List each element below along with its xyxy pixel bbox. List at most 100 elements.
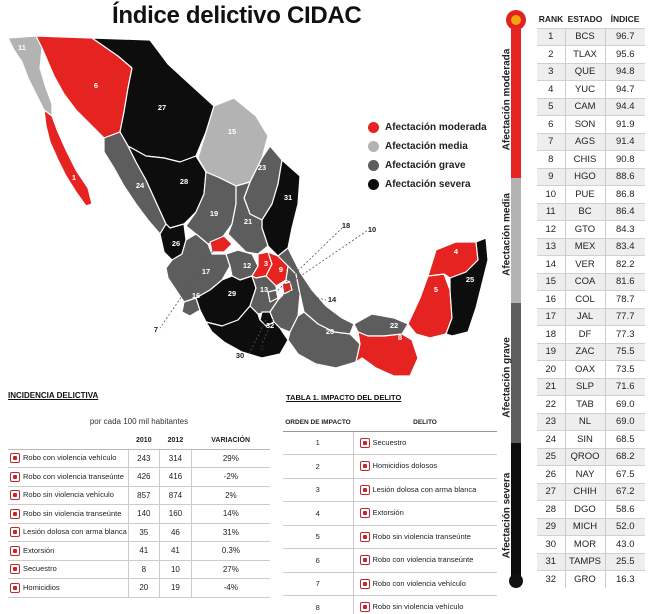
state-qroo[interactable] xyxy=(445,237,489,337)
inc-header-variacion: VARIACIÓN xyxy=(191,432,270,450)
map-label-8: 8 xyxy=(398,333,402,342)
tabla1-title: TABLA 1. IMPACTO DEL DELITO xyxy=(286,393,402,402)
indice-cell: 75.5 xyxy=(605,342,645,361)
incidencia-row: Lesión dolosa con arma blanca 35 46 31% xyxy=(8,523,270,542)
indice-cell: 58.6 xyxy=(605,500,645,518)
state-bcs[interactable] xyxy=(43,109,93,207)
inc-header-name xyxy=(8,432,128,450)
incidencia-v2010-cell: 41 xyxy=(127,541,160,561)
incidencia-crime: Robo con violencia transeúnte xyxy=(8,467,128,487)
incidencia-subtitle: por cada 100 mil habitantes xyxy=(89,417,189,426)
map-label-16: 16 xyxy=(192,291,200,300)
map-label-22: 22 xyxy=(390,321,398,330)
mexico-map: 11 6 27 1 15 24 28 23 31 19 21 26 18 10 … xyxy=(7,35,489,377)
estado-cell: GTO xyxy=(564,220,606,238)
state-slp[interactable] xyxy=(227,181,269,255)
tabla1-delito-label: Robo sin violencia transeúnte xyxy=(372,531,471,541)
state-jal[interactable] xyxy=(165,233,231,303)
estado-cell: OAX xyxy=(564,360,606,378)
tabla1-delito-cell: Robo con violencia vehículo xyxy=(353,572,497,596)
tabla1-delito-label: Extorsión xyxy=(372,508,404,518)
map-label-2: 2 xyxy=(260,343,264,352)
state-ver[interactable] xyxy=(277,247,355,335)
rank-row: 26 NAY 67.5 xyxy=(537,465,645,483)
car-icon xyxy=(10,490,20,501)
estado-cell: DF xyxy=(564,325,606,343)
phone-icon xyxy=(10,545,20,556)
incidencia-table: 2010 2012 VARIACIÓN Robo con violencia v… xyxy=(8,432,270,598)
tabla1-orden-cell: 6 xyxy=(283,548,354,573)
rank-cell: 6 xyxy=(537,115,565,133)
scale-label-severa: Afectación severa xyxy=(501,472,513,559)
map-label-13: 13 xyxy=(260,285,268,294)
rank-cell: 1 xyxy=(537,27,565,46)
state-tamps[interactable] xyxy=(261,159,301,257)
indice-cell: 73.5 xyxy=(605,360,645,378)
indice-cell: 16.3 xyxy=(605,570,645,588)
tabla1-row: 7 Robo con violencia vehículo xyxy=(283,572,497,596)
incidencia-v2010-cell: 243 xyxy=(127,449,160,468)
map-label-15: 15 xyxy=(228,127,236,136)
knife-icon xyxy=(10,527,20,538)
rank-row: 4 YUC 94.7 xyxy=(537,80,645,98)
tabla1-row: 2 Homicidios dolosos xyxy=(283,454,497,479)
incidencia-row: Robo sin violencia transeúnte 140 160 14% xyxy=(8,504,270,524)
estado-cell: SLP xyxy=(564,377,606,396)
rank-row: 19 ZAC 75.5 xyxy=(537,342,645,361)
car-icon xyxy=(359,578,370,589)
state-gro[interactable] xyxy=(205,305,289,359)
incidencia-row: Homicidios 20 19 -4% xyxy=(8,578,270,598)
scale-start-dot xyxy=(506,10,526,30)
legend-label: Afectación grave xyxy=(385,160,466,171)
incidencia-crime-label: Lesión dolosa con arma blanca xyxy=(23,527,127,537)
incidencia-var-cell: 14% xyxy=(190,504,270,524)
rank-row: 17 JAL 77.7 xyxy=(537,307,645,326)
rank-row: 11 BC 86.4 xyxy=(537,202,645,221)
rank-row: 16 COL 78.7 xyxy=(537,290,645,308)
map-label-1: 1 xyxy=(72,173,76,182)
state-oax[interactable] xyxy=(287,311,361,369)
incidencia-v2010-cell: 20 xyxy=(127,578,160,598)
map-label-21: 21 xyxy=(244,217,252,226)
incidencia-crime: Robo con violencia vehículo xyxy=(8,449,128,468)
rank-cell: 27 xyxy=(537,482,565,501)
incidencia-v2012-cell: 874 xyxy=(159,486,192,505)
state-ags[interactable] xyxy=(209,235,233,253)
map-label-24: 24 xyxy=(136,181,145,190)
scale-end-dot xyxy=(509,574,523,588)
map-label-20: 20 xyxy=(326,327,334,336)
incidencia-var-cell: -4% xyxy=(190,578,270,598)
estado-cell: COL xyxy=(564,290,606,308)
incidencia-crime-label: Robo sin violencia transeúnte xyxy=(23,508,122,518)
map-label-6: 6 xyxy=(94,81,98,90)
inc-header-2010: 2010 xyxy=(128,432,160,450)
state-col[interactable] xyxy=(181,297,201,317)
rank-cell: 4 xyxy=(537,80,565,98)
indice-cell: 88.6 xyxy=(605,167,645,186)
incidencia-var-cell: 29% xyxy=(190,449,270,468)
state-chis[interactable] xyxy=(355,331,419,377)
estado-cell: CHIS xyxy=(564,150,606,168)
incidencia-var-cell: 27% xyxy=(190,560,270,579)
rank-cell: 26 xyxy=(537,465,565,483)
rank-table: RANK ESTADO ÍNDICE 1 BCS 96.7 2 TLAX 95.6 3 QUE… xyxy=(537,11,645,588)
rank-cell: 5 xyxy=(537,97,565,116)
rank-cell: 10 xyxy=(537,185,565,203)
estado-cell: JAL xyxy=(564,307,606,326)
incidencia-crime: Extorsión xyxy=(8,541,128,561)
rank-cell: 22 xyxy=(537,395,565,413)
state-cam[interactable] xyxy=(407,273,453,339)
indice-cell: 68.5 xyxy=(605,430,645,448)
tabla1-delito-label: Secuestro xyxy=(372,437,407,447)
incidencia-var-cell: 31% xyxy=(190,523,270,542)
rank-row: 30 MOR 43.0 xyxy=(537,535,645,553)
rank-row: 8 CHIS 90.8 xyxy=(537,150,645,168)
map-label-25: 25 xyxy=(466,275,474,284)
indice-cell: 86.8 xyxy=(605,185,645,203)
indice-header: ÍNDICE xyxy=(610,14,640,25)
indice-cell: 90.8 xyxy=(605,150,645,168)
rank-row: 7 AGS 91.4 xyxy=(537,132,645,151)
indice-cell: 67.5 xyxy=(605,465,645,483)
indice-cell: 52.0 xyxy=(605,517,645,536)
rank-cell: 16 xyxy=(537,290,565,308)
